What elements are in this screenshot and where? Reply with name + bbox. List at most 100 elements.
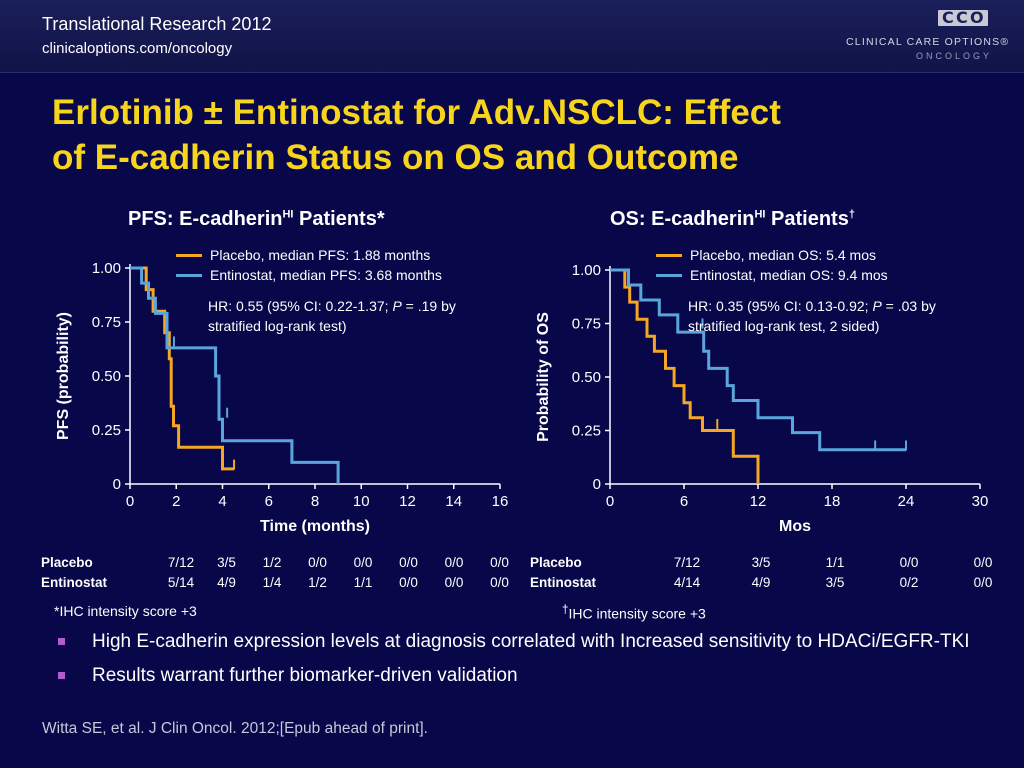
pfs-hr-p: P xyxy=(392,298,402,314)
os-title-main: OS: E-cadherin xyxy=(610,208,755,230)
y-tick-label: 0.50 xyxy=(92,368,121,385)
os-hr-note: HR: 0.35 (95% CI: 0.13-0.92; P = .03 by … xyxy=(688,296,998,336)
os-title-dagger: † xyxy=(848,208,855,221)
km-curve-entinostat xyxy=(130,266,340,484)
risk-cell-entinostat: 0/0 xyxy=(490,575,509,590)
x-tick-label: 30 xyxy=(972,493,989,510)
risk-cell-entinostat: 1/1 xyxy=(353,575,373,590)
risk-cell-entinostat: 4/14 xyxy=(673,575,701,590)
bullet-square-icon xyxy=(58,638,65,645)
entinostat-swatch xyxy=(656,274,682,277)
pfs-hr-text2: stratified log-rank test) xyxy=(208,318,347,334)
header-bar: Translational Research 2012 clinicalopti… xyxy=(0,0,1024,73)
os-risk-placebo-label: Placebo xyxy=(530,555,582,570)
km-curve-entinostat xyxy=(610,268,906,452)
pfs-legend-placebo-label: Placebo, median PFS: 1.88 months xyxy=(210,247,431,263)
pfs-chart-title: PFS: E-cadherinHI Patients* xyxy=(128,208,385,231)
os-hr-text-end: = .03 by xyxy=(881,298,936,314)
pfs-title-main: PFS: E-cadherin xyxy=(128,208,283,230)
slide-title-line1: Erlotinib ± Entinostat for Adv.NSCLC: Ef… xyxy=(52,93,781,132)
pfs-risk-entinostat-label: Entinostat xyxy=(41,575,107,590)
placebo-swatch xyxy=(176,254,202,257)
logo-line2: ONCOLOGY xyxy=(916,51,993,61)
bullet-text: Results warrant further biomarker-driven… xyxy=(92,665,518,686)
site-url: clinicaloptions.com/oncology xyxy=(42,40,233,57)
risk-cell-entinostat: 1/2 xyxy=(308,575,327,590)
risk-cell-entinostat: 0/0 xyxy=(399,575,418,590)
x-tick-label: 6 xyxy=(265,493,273,510)
risk-cell-placebo: 0/0 xyxy=(308,555,327,570)
y-tick-label: 1.00 xyxy=(572,262,601,279)
bullet-list: High E-cadherin expression levels at dia… xyxy=(58,630,988,698)
placebo-swatch xyxy=(656,254,682,257)
x-tick-label: 14 xyxy=(445,493,462,510)
risk-cell-placebo: 7/12 xyxy=(167,555,195,570)
os-legend-entinostat: Entinostat, median OS: 9.4 mos xyxy=(656,265,888,285)
y-tick-label: 0 xyxy=(113,476,121,493)
x-tick-label: 0 xyxy=(606,493,614,510)
risk-cell-placebo: 0/0 xyxy=(399,555,418,570)
pfs-risk-table: Placebo Entinostat 7/12 3/5 1/2 0/0 0/0 0/0 0/… xyxy=(41,555,521,595)
slide-title: Erlotinib ± Entinostat for Adv.NSCLC: Ef… xyxy=(52,90,992,180)
risk-cell-placebo: 0/0 xyxy=(353,555,373,570)
pfs-title-end: Patients* xyxy=(293,208,385,230)
os-chart-title: OS: E-cadherinHI Patients† xyxy=(610,208,855,231)
y-tick-label: 0.25 xyxy=(572,423,601,440)
pfs-title-sup: HI xyxy=(282,208,294,221)
os-legend-placebo-label: Placebo, median OS: 5.4 mos xyxy=(690,247,876,263)
os-footnote: †IHC intensity score +3 xyxy=(562,603,706,622)
pfs-hr-text: HR: 0.55 (95% CI: 0.22-1.37; xyxy=(208,298,393,314)
os-km-chart: 0 0.25 0.50 0.75 1.00 0 6 12 18 24 30 Mos Probabilit… xyxy=(535,262,989,535)
y-tick-label: 1.00 xyxy=(92,260,121,277)
pfs-legend: Placebo, median PFS: 1.88 months Entinos… xyxy=(176,245,442,285)
risk-cell-placebo: 0/0 xyxy=(444,555,464,570)
bullet-text: High E-cadherin expression levels at dia… xyxy=(92,631,970,652)
pfs-risk-placebo-label: Placebo xyxy=(41,555,93,570)
pfs-hr-text-end: = .19 by xyxy=(401,298,456,314)
risk-cell-placebo: 3/5 xyxy=(751,555,771,570)
km-curve-placebo xyxy=(130,266,235,471)
x-tick-label: 18 xyxy=(824,493,841,510)
risk-cell-placebo: 0/0 xyxy=(899,555,919,570)
x-tick-label: 24 xyxy=(898,493,915,510)
y-tick-label: 0.75 xyxy=(92,314,121,331)
os-title-sup: HI xyxy=(754,208,766,221)
os-risk-entinostat-label: Entinostat xyxy=(530,575,596,590)
risk-cell-placebo: 7/12 xyxy=(673,555,701,570)
bullet-item: High E-cadherin expression levels at dia… xyxy=(58,630,988,654)
pfs-legend-entinostat: Entinostat, median PFS: 3.68 months xyxy=(176,265,442,285)
os-legend-placebo: Placebo, median OS: 5.4 mos xyxy=(656,245,888,265)
y-axis-label: Probability of OS xyxy=(535,312,552,442)
pfs-km-chart: 0 0.25 0.50 0.75 1.00 0 2 4 6 8 10 12 14 16 Time (mont… xyxy=(55,260,508,535)
y-tick-label: 0 xyxy=(593,476,601,493)
risk-cell-entinostat: 1/4 xyxy=(262,575,282,590)
logo-line1: CLINICAL CARE OPTIONS® xyxy=(846,36,1010,48)
x-tick-label: 4 xyxy=(218,493,226,510)
conference-title: Translational Research 2012 xyxy=(42,14,272,34)
x-tick-label: 12 xyxy=(750,493,767,510)
os-footnote-text: IHC intensity score +3 xyxy=(568,605,706,622)
risk-cell-placebo: 1/1 xyxy=(825,555,845,570)
risk-cell-placebo: 0/0 xyxy=(973,555,993,570)
y-tick-label: 0.75 xyxy=(572,316,601,333)
y-axis-label: PFS (probability) xyxy=(55,312,72,440)
x-tick-label: 8 xyxy=(311,493,319,510)
slide-title-line2: of E-cadherin Status on OS and Outcome xyxy=(52,138,739,177)
os-hr-text: HR: 0.35 (95% CI: 0.13-0.92; xyxy=(688,298,873,314)
x-tick-label: 10 xyxy=(353,493,370,510)
bullet-square-icon xyxy=(58,672,65,679)
risk-cell-placebo: 1/2 xyxy=(262,555,282,570)
x-tick-label: 12 xyxy=(399,493,416,510)
os-hr-text2: stratified log-rank test, 2 sided) xyxy=(688,318,880,334)
x-axis-label: Time (months) xyxy=(260,518,370,535)
bullet-item: Results warrant further biomarker-driven… xyxy=(58,664,988,688)
risk-cell-entinostat: 0/0 xyxy=(973,575,993,590)
risk-cell-entinostat: 4/9 xyxy=(751,575,771,590)
x-axis-label: Mos xyxy=(779,518,811,535)
citation: Witta SE, et al. J Clin Oncol. 2012;[Epu… xyxy=(42,720,428,737)
x-tick-label: 2 xyxy=(172,493,180,510)
pfs-legend-placebo: Placebo, median PFS: 1.88 months xyxy=(176,245,442,265)
os-legend-entinostat-label: Entinostat, median OS: 9.4 mos xyxy=(690,267,888,283)
